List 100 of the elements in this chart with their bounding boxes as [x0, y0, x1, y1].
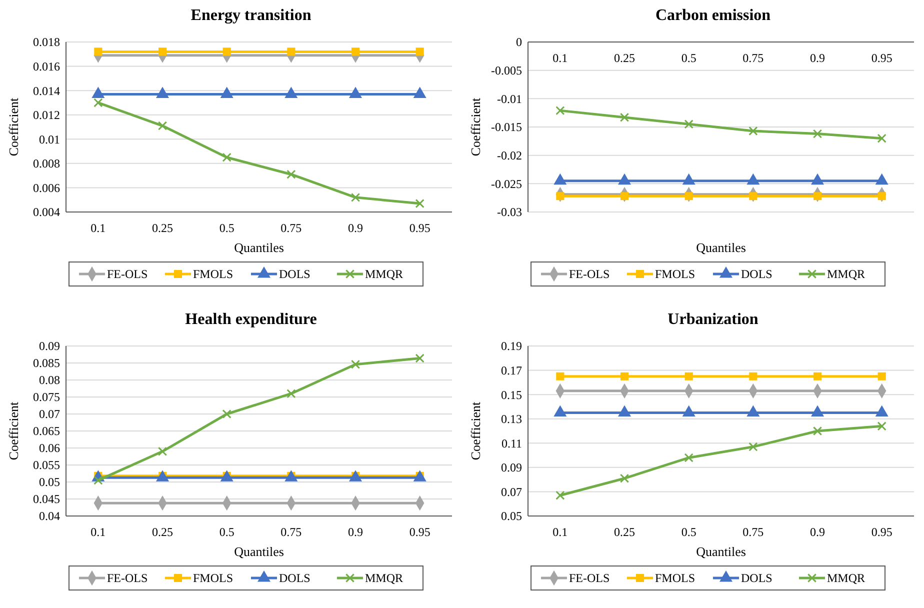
- x-tick-label: 0.75: [742, 525, 764, 539]
- point: [748, 126, 758, 136]
- y-tick-label: 0.014: [33, 84, 60, 98]
- x-tick-label: 0.95: [871, 525, 892, 539]
- point: [620, 372, 629, 380]
- y-tick-label: 0.045: [33, 492, 60, 506]
- y-tick-label: 0.07: [39, 407, 60, 422]
- chart-title: Energy transition: [190, 7, 312, 24]
- point: [618, 406, 631, 417]
- y-tick-label: 0.085: [33, 356, 60, 370]
- y-tick-label: -0.015: [491, 120, 522, 134]
- point: [222, 48, 231, 56]
- point: [350, 360, 360, 369]
- y-tick-label: 0: [516, 35, 522, 50]
- y-tick-label: 0.06: [39, 441, 60, 456]
- legend-label: MMQR: [365, 571, 404, 586]
- legend-label: FMOLS: [193, 267, 234, 282]
- y-tick-label: -0.01: [497, 92, 522, 106]
- point: [416, 48, 424, 56]
- point: [749, 192, 758, 200]
- legend-label: FE-OLS: [569, 267, 610, 282]
- point: [222, 152, 232, 162]
- x-tick-label: 0.95: [409, 221, 430, 235]
- legend-label: FMOLS: [193, 571, 234, 586]
- legend-label: DOLS: [279, 571, 310, 586]
- point: [287, 48, 296, 56]
- x-axis-title: Quantiles: [234, 544, 284, 559]
- x-axis-title: Quantiles: [696, 240, 746, 255]
- point: [556, 106, 565, 116]
- y-tick-label: 0.09: [501, 460, 522, 475]
- point: [620, 112, 630, 122]
- point: [684, 372, 693, 380]
- chart-title: Urbanization: [668, 311, 758, 328]
- legend-label: FE-OLS: [569, 571, 610, 586]
- point: [749, 372, 758, 380]
- legend-label: DOLS: [741, 267, 772, 282]
- y-tick-label: -0.025: [491, 176, 522, 191]
- point: [811, 406, 824, 417]
- x-tick-label: 0.9: [348, 525, 363, 539]
- x-tick-label: 0.75: [742, 51, 764, 65]
- point: [813, 372, 822, 380]
- y-axis-title: Coefficient: [468, 401, 483, 460]
- x-tick-label: 0.9: [810, 51, 825, 65]
- point: [556, 372, 564, 380]
- y-tick-label: 0.01: [39, 132, 60, 146]
- y-tick-label: 0.09: [39, 339, 60, 354]
- x-axis-title: Quantiles: [696, 544, 746, 559]
- x-tick-label: 0.9: [348, 221, 363, 235]
- y-tick-label: 0.13: [501, 412, 522, 426]
- point: [286, 170, 296, 179]
- y-tick-label: 0.05: [39, 475, 60, 490]
- point: [620, 192, 629, 200]
- point: [682, 406, 695, 417]
- legend-label: MMQR: [827, 267, 866, 282]
- point: [158, 446, 168, 456]
- point: [813, 192, 822, 200]
- x-tick-label: 0.25: [152, 221, 173, 235]
- point: [351, 48, 360, 56]
- x-tick-label: 0.9: [810, 525, 825, 539]
- point: [684, 453, 694, 462]
- x-tick-label: 0.1: [90, 525, 106, 539]
- y-tick-label: 0.04: [39, 509, 60, 524]
- point: [748, 442, 758, 452]
- point: [222, 409, 232, 419]
- point: [747, 406, 760, 417]
- y-tick-label: 0.17: [501, 363, 522, 378]
- x-tick-label: 0.5: [219, 221, 234, 235]
- point: [556, 192, 564, 200]
- point: [158, 121, 168, 130]
- x-tick-label: 0.75: [280, 525, 302, 539]
- y-tick-label: 0.11: [501, 436, 522, 450]
- x-axis-title: Quantiles: [234, 240, 284, 255]
- legend-label: FMOLS: [655, 267, 696, 282]
- x-tick-label: 0.1: [90, 221, 106, 235]
- point: [684, 192, 693, 200]
- y-axis-title: Coefficient: [6, 401, 21, 460]
- chart-title: Carbon emission: [655, 7, 771, 24]
- legend-label: DOLS: [279, 267, 310, 282]
- point: [286, 389, 296, 398]
- y-tick-label: 0.006: [33, 180, 60, 195]
- x-tick-label: 0.25: [614, 525, 635, 539]
- y-tick-label: 0.07: [501, 484, 522, 499]
- y-tick-label: -0.03: [497, 205, 522, 220]
- y-tick-label: -0.005: [491, 64, 522, 78]
- point: [556, 490, 565, 500]
- x-tick-label: 0.5: [681, 51, 696, 65]
- point: [94, 98, 103, 108]
- x-tick-label: 0.75: [280, 221, 302, 235]
- point: [620, 474, 630, 483]
- chart-title: Health expenditure: [185, 311, 317, 328]
- point: [158, 48, 167, 56]
- y-tick-label: 0.008: [33, 156, 60, 171]
- x-tick-label: 0.25: [614, 51, 635, 65]
- y-tick-label: 0.012: [33, 108, 60, 122]
- x-tick-label: 0.5: [219, 525, 234, 539]
- point: [877, 422, 886, 431]
- point: [812, 129, 822, 138]
- x-tick-label: 0.95: [871, 51, 892, 65]
- x-tick-label: 0.1: [552, 525, 568, 539]
- x-tick-label: 0.95: [409, 525, 430, 539]
